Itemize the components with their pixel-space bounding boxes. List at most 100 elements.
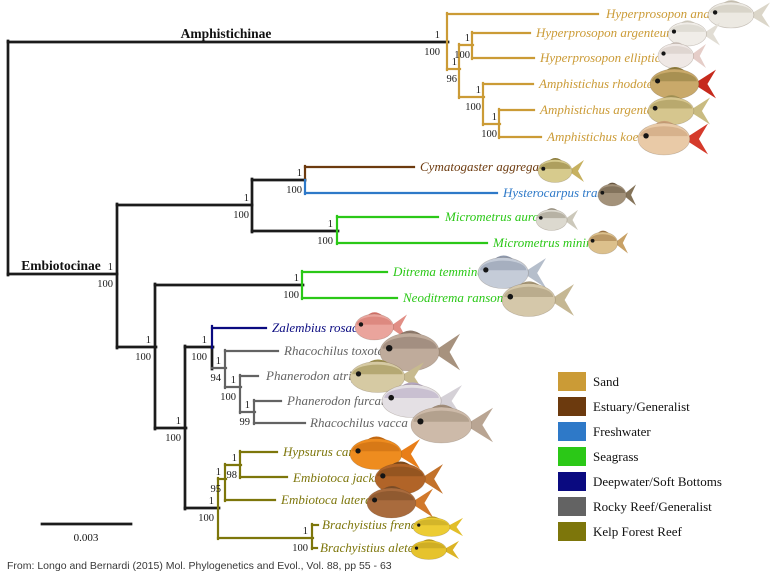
legend-label-sand: Sand bbox=[593, 374, 620, 389]
fish-tail bbox=[563, 209, 578, 231]
support-pp: 1 bbox=[209, 496, 214, 507]
species-label-brachyistius-aletes: Brachyistius aletes bbox=[320, 540, 419, 555]
support-pp: 1 bbox=[303, 526, 308, 537]
subfamily-label-embiotocinae: Embiotocinae bbox=[21, 258, 101, 273]
fish-eye bbox=[417, 418, 424, 425]
legend-label-estuary: Estuary/Generalist bbox=[593, 399, 690, 414]
species-label-brachyistius-frenatus: Brachyistius frenatus bbox=[322, 517, 432, 532]
fish-back-shading bbox=[537, 211, 566, 219]
fish-ditrema-temminckii bbox=[477, 255, 546, 289]
habitat-legend: Sand Estuary/Generalist Freshwater Seagr… bbox=[558, 372, 722, 541]
fish-neoditrema-ransonnetii bbox=[501, 281, 574, 317]
support-pp: 1 bbox=[216, 356, 221, 367]
fish-back-shading bbox=[382, 336, 437, 349]
fish-back-shading bbox=[480, 260, 527, 271]
species-label-cymatogaster-aggregata: Cymatogaster aggregata bbox=[420, 159, 550, 174]
fish-eye bbox=[385, 344, 393, 352]
support-bs: 100 bbox=[292, 543, 308, 554]
fish-eye bbox=[539, 216, 543, 220]
support-pp: 1 bbox=[244, 193, 249, 204]
support-pp: 1 bbox=[231, 375, 236, 386]
scale-bar: 0.003 bbox=[40, 522, 133, 544]
fish-back-shading bbox=[589, 234, 617, 242]
support-pp: 1 bbox=[176, 416, 181, 427]
legend-swatch-sand bbox=[558, 372, 586, 391]
fish-tail bbox=[549, 284, 574, 316]
fish-tail bbox=[623, 184, 636, 206]
species-label-hyperprosopon-argenteum: Hyperprosopon argenteum bbox=[535, 25, 676, 40]
citation-text: From: Longo and Bernardi (2015) Mol. Phy… bbox=[7, 560, 392, 572]
legend-swatch-kelp bbox=[558, 522, 586, 541]
legend-label-freshwater: Freshwater bbox=[593, 424, 651, 439]
fish-back-shading bbox=[384, 387, 439, 399]
support-pp: 1 bbox=[452, 57, 457, 68]
legend-label-deepwater: Deepwater/Soft Bottoms bbox=[593, 474, 722, 489]
fish-eye bbox=[355, 371, 362, 377]
support-pp: 1 bbox=[476, 85, 481, 96]
fish-eye bbox=[712, 10, 718, 15]
fish-amphistichus-koelzi bbox=[637, 120, 708, 156]
fish-tail bbox=[684, 123, 708, 155]
fish-brachyistius-frenatus bbox=[412, 516, 463, 537]
species-label-hyperprosopon-ellipticum: Hyperprosopon ellipticum bbox=[539, 50, 676, 65]
fish-tail bbox=[748, 2, 770, 28]
support-pp: 1 bbox=[232, 453, 237, 464]
species-label-neoditrema-ransonnetii: Neoditrema ransonnetii bbox=[402, 290, 527, 305]
fish-eye bbox=[417, 523, 421, 527]
fish-back-shading bbox=[709, 4, 753, 13]
fish-eye bbox=[590, 238, 595, 243]
fish-eye bbox=[483, 267, 489, 273]
fish-back-shading bbox=[640, 126, 688, 137]
legend-label-seagrass: Seagrass bbox=[593, 449, 639, 464]
support-pp: 1 bbox=[108, 262, 113, 273]
fish-tail bbox=[434, 385, 462, 417]
fish-illustrations bbox=[349, 0, 770, 560]
species-label-amphistichus-koelzi: Amphistichus koelzi bbox=[546, 129, 651, 144]
support-bs: 94 bbox=[211, 373, 222, 384]
support-bs: 100 bbox=[233, 210, 249, 221]
support-pp: 1 bbox=[297, 168, 302, 179]
support-pp: 1 bbox=[465, 33, 470, 44]
species-label-rhacochilus-toxotes: Rhacochilus toxotes bbox=[283, 343, 388, 358]
fish-tail bbox=[446, 517, 463, 537]
fish-back-shading bbox=[414, 519, 449, 526]
fish-eye bbox=[507, 293, 514, 300]
species-label-micrometrus-aurora: Micrometrus aurora bbox=[444, 209, 551, 224]
fish-tail bbox=[693, 69, 716, 99]
support-bs: 100 bbox=[283, 290, 299, 301]
support-bs: 99 bbox=[240, 417, 251, 428]
legend-swatch-estuary bbox=[558, 397, 586, 416]
support-bs: 100 bbox=[135, 352, 151, 363]
support-pp: 1 bbox=[146, 335, 151, 346]
support-pp: 1 bbox=[245, 400, 250, 411]
support-bs: 100 bbox=[286, 185, 302, 196]
legend-swatch-rocky bbox=[558, 497, 586, 516]
species-label-hysterocarpus-traskii: Hysterocarpus traskii bbox=[502, 185, 616, 200]
subfamily-label-amphistichinae: Amphistichinae bbox=[181, 26, 272, 41]
fish-eye bbox=[600, 190, 605, 195]
support-bs: 100 bbox=[198, 513, 214, 524]
legend-swatch-freshwater bbox=[558, 422, 586, 441]
support-bs: 100 bbox=[465, 102, 481, 113]
fish-tail bbox=[432, 333, 460, 371]
fish-eye bbox=[358, 322, 364, 327]
fish-eye bbox=[372, 497, 378, 503]
legend-swatch-deepwater bbox=[558, 472, 586, 491]
fish-eye bbox=[541, 166, 546, 171]
fish-hysterocarpus-traskii bbox=[597, 182, 636, 207]
species-label-embiotoca-lateralis: Embiotoca lateralis bbox=[280, 492, 384, 507]
legend-swatch-seagrass bbox=[558, 447, 586, 466]
fish-cymatogaster-aggregata bbox=[537, 158, 584, 183]
fish-tail bbox=[614, 232, 628, 254]
support-bs: 100 bbox=[220, 392, 236, 403]
fish-embiotoca-lateralis bbox=[366, 486, 433, 519]
fish-eye bbox=[355, 448, 361, 454]
legend-label-kelp: Kelp Forest Reef bbox=[593, 524, 682, 539]
species-label-rhacochilus-vacca: Rhacochilus vacca bbox=[309, 415, 408, 430]
fish-back-shading bbox=[352, 364, 403, 375]
fish-tail bbox=[688, 97, 710, 125]
fish-brachyistius-aletes bbox=[410, 539, 459, 560]
fish-back-shading bbox=[352, 441, 400, 452]
fish-phanerodon-furcatus bbox=[381, 382, 462, 418]
